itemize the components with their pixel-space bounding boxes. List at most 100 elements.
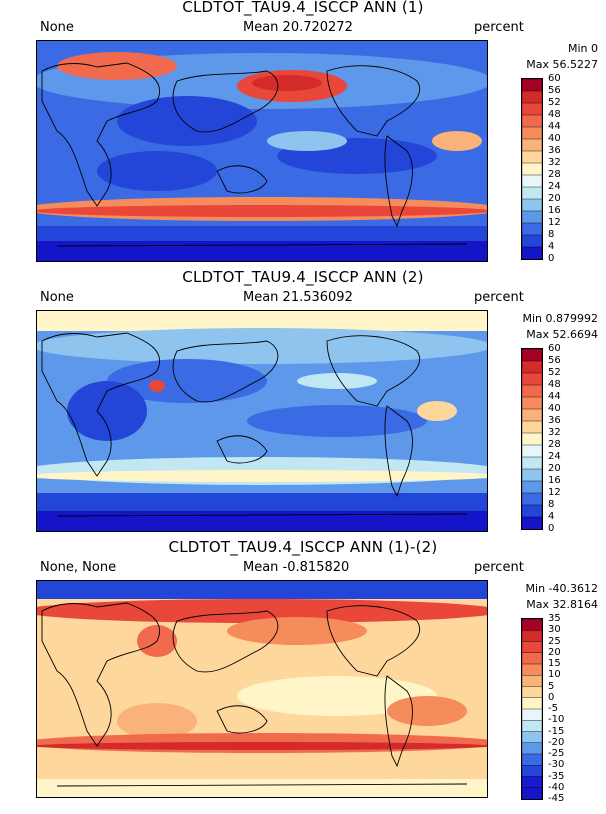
colorbar-swatch [522,234,542,248]
colorbar-swatch [522,652,542,665]
colorbar-tick-label: 36 [548,415,561,426]
colorbar-tick-label: -15 [548,725,565,737]
colorbar-swatch [522,372,542,386]
colorbar-swatch [522,641,542,654]
colorbar-tick-label: 12 [548,217,561,228]
units-label: percent [474,20,524,35]
colorbar-tick-label: 40 [548,403,561,414]
colorbar-tick-label: 56 [548,85,561,96]
colorbar-swatch [522,708,542,721]
colorbar-swatch [522,753,542,766]
colorbar-swatch [522,432,542,446]
colorbar-swatch [522,742,542,755]
colorbar-tick-label: 32 [548,157,561,168]
colorbar-tick-label: -35 [548,770,565,782]
colorbar-swatch [522,114,542,128]
panel-model-1: CLDTOT_TAU9.4_ISCCP ANN (1) None Mean 20… [0,0,606,270]
cloud-fraction-map [36,40,488,262]
colorbar-swatch [522,198,542,212]
panel-difference: CLDTOT_TAU9.4_ISCCP ANN (1)-(2) None, No… [0,538,606,810]
colorbar-tick-label: -45 [548,793,565,804]
colorbar-tick-label: 20 [548,646,561,658]
colorbar-tick-label: 56 [548,355,561,366]
colorbar-tick-label: -30 [548,759,565,771]
colorbar-swatch [522,222,542,236]
colorbar-swatch [522,384,542,398]
min-label: Min 0.879992 [522,312,598,325]
colorbar-swatch [522,349,542,362]
colorbar-tick-label: 52 [548,367,561,378]
colorbar-tick-label: 20 [548,193,561,204]
colorbar-tick-label: 28 [548,439,561,450]
colorbar-tick-label: 8 [548,229,555,240]
mean-label: Mean 20.720272 [243,20,353,35]
colorbar-swatch [522,420,542,434]
colorbar-swatch [522,396,542,410]
mean-label: Mean 21.536092 [243,290,353,305]
units-label: percent [474,290,524,305]
colorbar-swatch [522,456,542,470]
colorbar-swatch [522,408,542,422]
colorbar-tick-label: -25 [548,748,565,759]
colorbar-tick-label: 40 [548,133,561,144]
units-label: percent [474,560,524,575]
colorbar-tick-label: 44 [548,391,561,402]
left-label: None [40,290,74,305]
colorbar-swatch [522,731,542,744]
colorbar-swatch [522,138,542,152]
colorbar-tick-label: 24 [548,181,561,192]
colorbar-tick-label: 24 [548,451,561,462]
colorbar-swatch [522,246,542,259]
colorbar-swatch [522,79,542,92]
colorbar-tick-label: 16 [548,205,561,216]
colorbar-tick-label: 4 [548,241,555,252]
left-label: None, None [40,560,117,575]
colorbar-swatch [522,468,542,482]
min-label: Min -40.3612 [525,582,598,595]
colorbar-tick-label: -40 [548,781,565,793]
colorbar-swatch [522,776,542,789]
colorbar-tick-label: 44 [548,121,561,132]
left-label: None [40,20,74,35]
colorbar-swatch [522,150,542,164]
colorbar-swatch [522,630,542,643]
colorbar-tick-label: 0 [548,691,555,703]
colorbar-swatch [522,90,542,104]
colorbar-tick-label: 52 [548,97,561,108]
colorbar [521,618,543,800]
colorbar-tick-label: 60 [548,73,561,84]
colorbar-tick-label: 35 [548,613,561,624]
colorbar-tick-label: 12 [548,487,561,498]
colorbar-swatch [522,492,542,506]
colorbar-swatch [522,174,542,188]
colorbar-swatch [522,102,542,116]
colorbar-tick-label: 10 [548,669,561,681]
colorbar-swatch [522,516,542,529]
colorbar-tick-label: -10 [548,714,565,726]
plot-title: CLDTOT_TAU9.4_ISCCP ANN (2) [182,268,424,286]
colorbar-swatch [522,444,542,458]
colorbar-swatch [522,504,542,518]
colorbar-tick-label: 15 [548,658,561,669]
colorbar-swatch [522,720,542,733]
colorbar-swatch [522,675,542,688]
colorbar-swatch [522,126,542,140]
colorbar-tick-label: 5 [548,680,555,692]
colorbar-swatch [522,162,542,176]
colorbar [521,78,543,260]
colorbar-tick-label: 30 [548,624,561,636]
colorbar-tick-label: 8 [548,499,555,510]
plot-title: CLDTOT_TAU9.4_ISCCP ANN (1)-(2) [168,538,438,556]
colorbar-swatch [522,765,542,778]
colorbar-swatch [522,480,542,494]
colorbar-tick-label: 28 [548,169,561,180]
colorbar-tick-label: 48 [548,379,561,390]
colorbar-tick-label: 16 [548,475,561,486]
cloud-fraction-difference-map [36,580,488,798]
colorbar-tick-label: 32 [548,427,561,438]
mean-label: Mean -0.815820 [243,560,350,575]
colorbar-swatch [522,697,542,710]
colorbar-tick-label: 48 [548,109,561,120]
colorbar-tick-label: 0 [548,253,555,264]
colorbar-tick-label: 4 [548,511,555,522]
